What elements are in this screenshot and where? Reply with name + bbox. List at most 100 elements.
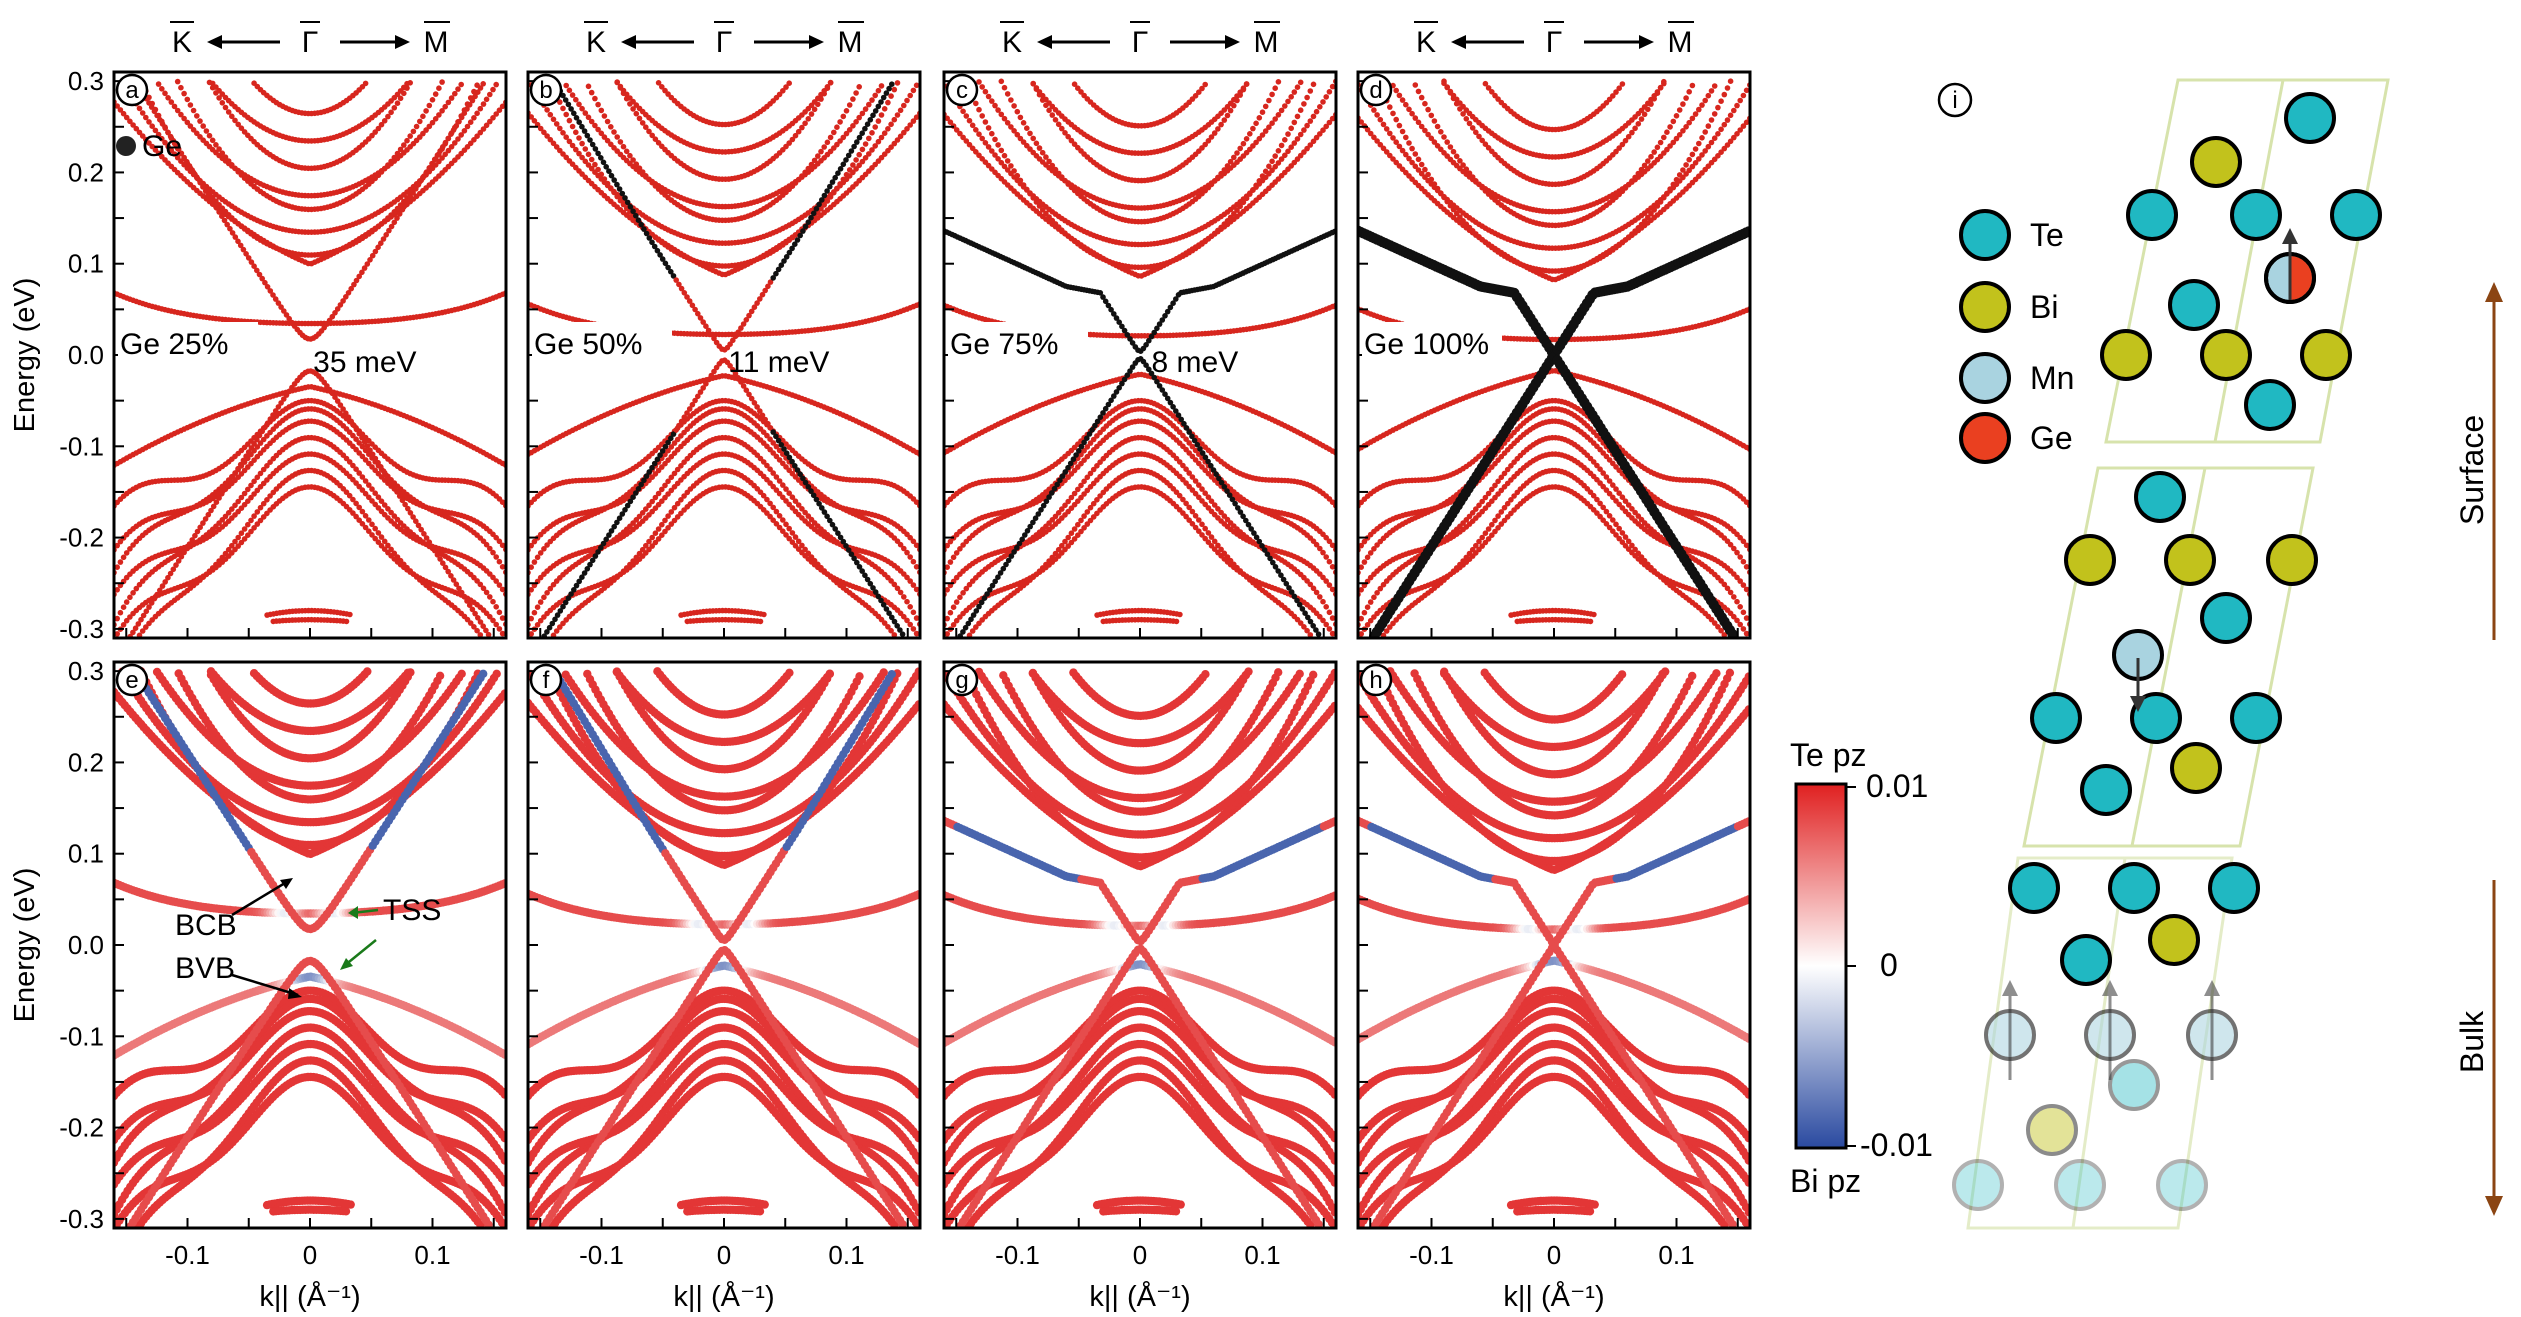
band-point	[910, 609, 917, 616]
band-point	[1310, 138, 1317, 145]
band-point	[888, 144, 894, 150]
band-point	[133, 585, 140, 592]
band-point	[1017, 135, 1024, 142]
band-point	[1039, 149, 1046, 156]
band-point	[455, 136, 461, 142]
tss-point	[197, 179, 203, 186]
band-point	[493, 604, 500, 610]
tss-point	[560, 603, 566, 610]
tss-point	[546, 624, 553, 631]
tss-point	[219, 213, 225, 219]
band-point	[576, 135, 582, 141]
band-point	[487, 594, 493, 600]
band-point	[439, 108, 445, 114]
tss-point	[213, 499, 220, 506]
tss-point	[175, 558, 182, 564]
band-point	[592, 161, 598, 168]
tss-point	[423, 169, 430, 175]
tss-point	[630, 494, 636, 501]
band-point	[799, 506, 805, 512]
tss-point	[646, 235, 653, 241]
tss-point	[216, 209, 222, 215]
tss-point	[899, 631, 906, 637]
tss-point	[243, 251, 249, 257]
tss-point	[746, 391, 752, 398]
band-point	[837, 138, 843, 144]
band-point	[426, 123, 433, 130]
band-point	[904, 574, 910, 581]
band-point	[1011, 103, 1017, 109]
tss-point	[864, 121, 871, 127]
band-point	[490, 598, 496, 605]
tss-point	[603, 536, 609, 543]
header-right-arrow-head	[809, 35, 824, 49]
band-point	[592, 95, 598, 102]
band-point	[840, 134, 847, 141]
band-point	[557, 624, 563, 630]
band-point	[362, 80, 369, 87]
tss-point	[359, 434, 365, 441]
band-point	[448, 144, 455, 150]
tss-point	[232, 234, 239, 240]
band-point	[992, 136, 998, 143]
tss-point	[748, 395, 755, 402]
band-point	[869, 147, 875, 153]
tss-point	[240, 457, 247, 464]
band-point	[426, 102, 433, 109]
band-point	[1240, 140, 1247, 147]
band-point	[976, 79, 982, 85]
tss-point	[792, 241, 798, 247]
tss-point	[662, 443, 669, 450]
band-point	[573, 129, 579, 136]
band-point	[197, 118, 203, 124]
band-point	[174, 78, 181, 85]
band-point	[665, 491, 671, 497]
band-point	[458, 132, 465, 138]
band-point	[477, 129, 484, 136]
band-point	[410, 128, 417, 135]
band-point	[885, 99, 891, 106]
band-point	[891, 86, 898, 93]
tss-point	[372, 248, 379, 255]
tss-point	[235, 238, 241, 245]
band-point	[614, 134, 620, 140]
tss-point	[872, 108, 879, 114]
band-point	[662, 517, 668, 524]
band-point	[225, 510, 232, 516]
tss-point	[421, 531, 427, 537]
tss-point	[878, 597, 884, 604]
band-point	[837, 119, 843, 125]
tss-point	[256, 432, 263, 439]
tss-point	[334, 398, 341, 404]
band-point	[982, 140, 989, 146]
band-point	[1297, 107, 1304, 113]
tss-point	[840, 538, 847, 545]
band-point	[544, 107, 550, 113]
band-point	[155, 131, 162, 138]
tss-point	[146, 604, 152, 610]
band-point	[960, 108, 966, 115]
tss-point	[837, 534, 844, 541]
band-point	[821, 88, 827, 94]
band-point	[184, 119, 191, 126]
band-point	[362, 478, 369, 484]
tss-point	[689, 302, 696, 309]
band-point	[859, 158, 866, 165]
band-point	[904, 617, 910, 624]
band-point	[1250, 125, 1256, 132]
band-point	[248, 528, 254, 535]
tss-point	[210, 200, 217, 207]
tss-point	[450, 577, 457, 583]
tss-point	[184, 545, 190, 552]
band-point	[114, 542, 120, 549]
band-point	[655, 80, 662, 86]
band-point	[957, 130, 963, 137]
band-point	[582, 146, 589, 152]
band-point	[953, 127, 960, 133]
tss-point	[267, 288, 274, 294]
band-point	[168, 147, 175, 154]
band-point	[127, 594, 133, 601]
tss-point	[624, 199, 631, 206]
tss-point	[641, 477, 647, 484]
tss-point	[840, 161, 847, 168]
